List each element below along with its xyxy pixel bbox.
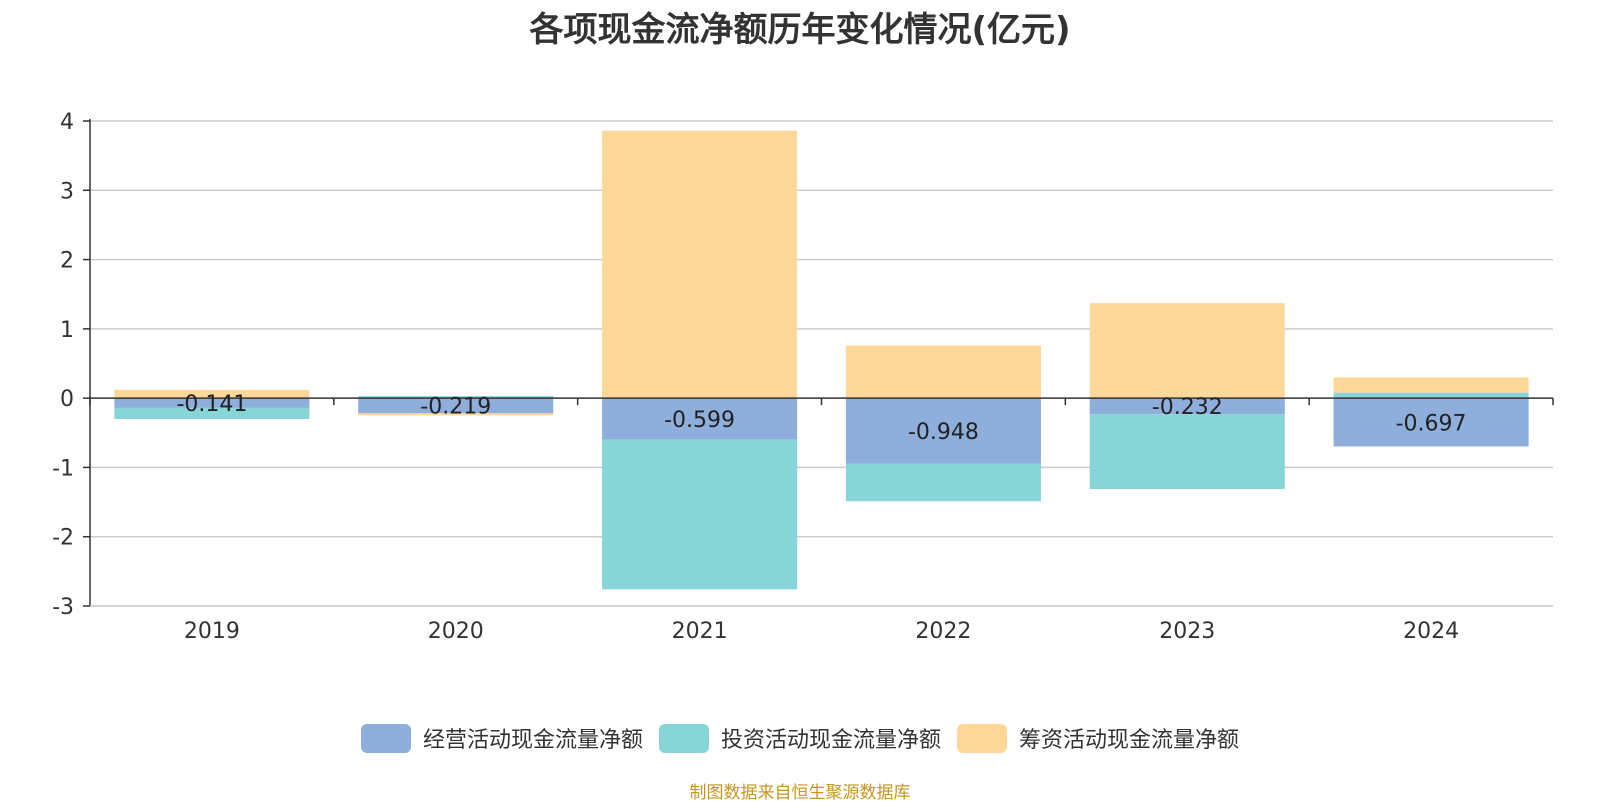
x-tick-label-2019: 2019 — [184, 619, 240, 644]
data-label-2023: -0.232 — [1152, 395, 1223, 420]
bar-2023-series-0 — [1089, 398, 1285, 415]
y-tick-label: -2 — [52, 526, 74, 551]
bar-2019-series-0 — [114, 398, 310, 408]
stacked-bar-chart: 4 3 2 1 0 -1 -2 -3 2019 2020 2021 2022 2023 2024 -0.1… — [52, 110, 1554, 644]
grid-lines — [90, 120, 1553, 607]
legend-swatch-investing — [658, 723, 709, 753]
data-label-2022: -0.948 — [908, 420, 979, 445]
data-labels: -0.141 -0.219 -0.599 -0.948 -0.232 -0.697 — [176, 392, 1466, 445]
data-label-2024: -0.697 — [1396, 411, 1467, 436]
bar-2020-series-2 — [358, 413, 554, 416]
x-tick-label-2021: 2021 — [672, 619, 728, 644]
bar-2020-series-1 — [358, 396, 554, 399]
x-tick-label-2023: 2023 — [1159, 619, 1215, 644]
data-source-note: 制图数据来自恒生聚源数据库 — [689, 783, 911, 803]
bar-2022-series-2 — [845, 345, 1041, 399]
data-label-2019: -0.141 — [176, 392, 247, 417]
x-tick-label-2020: 2020 — [428, 619, 484, 644]
legend-swatch-operating — [360, 723, 411, 753]
bar-2019-series-2 — [114, 389, 310, 399]
y-tick-label: 2 — [60, 249, 74, 274]
bar-2019-series-1 — [114, 407, 310, 419]
axes: 4 3 2 1 0 -1 -2 -3 2019 2020 2021 2022 2023 2024 — [52, 110, 1554, 644]
data-label-2020: -0.219 — [420, 395, 491, 420]
legend-label-financing: 筹资活动现金流量净额 — [1019, 728, 1240, 753]
bar-2022-series-1 — [845, 463, 1041, 502]
bar-2023-series-2 — [1089, 303, 1285, 399]
legend-item-financing[interactable]: 筹资活动现金流量净额 — [957, 722, 1239, 754]
x-tick-label-2022: 2022 — [915, 619, 971, 644]
legend-swatch-financing — [957, 723, 1007, 753]
legend-label-investing: 投资活动现金流量净额 — [720, 728, 941, 753]
legend-label-operating: 经营活动现金流量净额 — [422, 728, 643, 753]
y-tick-label: 3 — [60, 179, 74, 204]
bars — [114, 130, 1529, 590]
bar-2021-series-0 — [602, 398, 798, 440]
y-tick-label: -1 — [52, 456, 74, 481]
bar-2020-series-0 — [358, 398, 554, 414]
bar-2024-series-0 — [1333, 398, 1529, 447]
y-tick-label: 4 — [60, 110, 74, 135]
bar-2021-series-2 — [602, 130, 798, 399]
bar-2023-series-1 — [1089, 414, 1285, 490]
bar-2024-series-2 — [1333, 377, 1529, 393]
bar-2022-series-0 — [845, 398, 1041, 464]
y-tick-label: 0 — [60, 387, 74, 412]
bar-2024-series-1 — [1333, 392, 1529, 399]
y-tick-label: 1 — [60, 318, 74, 343]
y-tick-label: -3 — [52, 595, 74, 620]
legend: 经营活动现金流量净额 投资活动现金流量净额 筹资活动现金流量净额 — [0, 722, 1600, 754]
bar-2021-series-1 — [602, 439, 798, 590]
chart-title: 各项现金流净额历年变化情况(亿元) — [529, 10, 1071, 50]
legend-item-operating[interactable]: 经营活动现金流量净额 — [360, 722, 643, 754]
data-label-2021: -0.599 — [664, 408, 735, 433]
legend-item-investing[interactable]: 投资活动现金流量净额 — [658, 722, 941, 754]
x-tick-label-2024: 2024 — [1403, 619, 1459, 644]
